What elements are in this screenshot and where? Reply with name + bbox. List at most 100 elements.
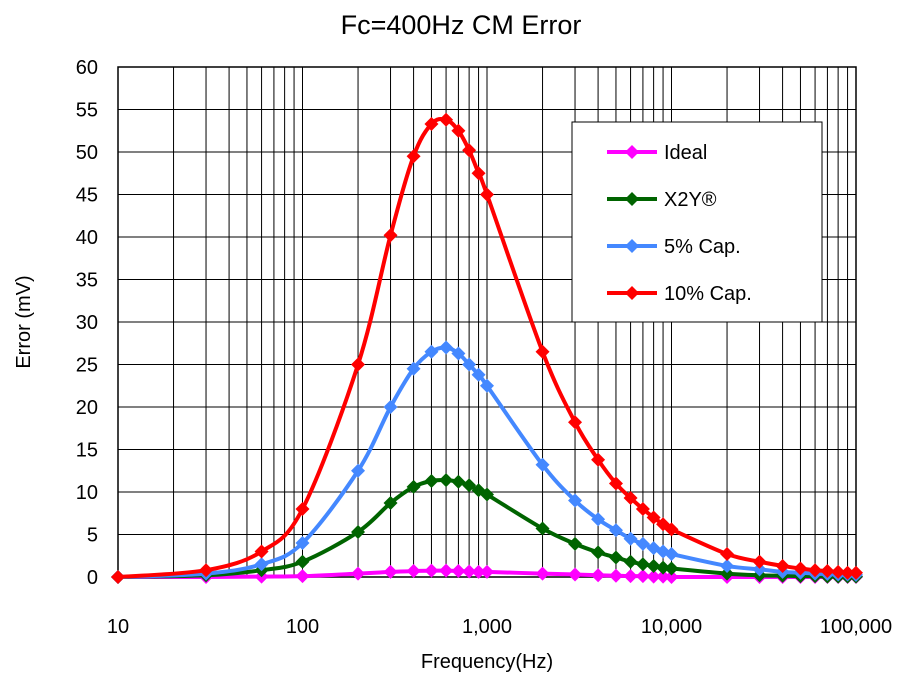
data-point [568,536,583,551]
data-point [608,550,623,565]
y-tick-label: 0 [87,567,98,589]
data-point [406,564,421,579]
data-point [406,149,421,164]
data-point [351,357,366,372]
x-tick-label: 1,000 [462,616,512,638]
legend-marker [625,286,639,300]
data-point [820,564,835,579]
data-point [664,547,679,562]
data-point [664,561,679,576]
y-tick-label: 10 [76,482,98,504]
data-point [656,560,671,575]
x-tick-label: 100,000 [820,616,892,638]
legend-marker [625,239,639,253]
data-point [591,512,606,527]
x-axis-ticks: 10 100 1,000 10,000 100,000 [107,616,892,638]
data-point [720,558,735,573]
legend-box [571,121,823,323]
data-point [793,561,808,576]
data-point [752,562,767,577]
legend-marker [625,192,639,206]
y-tick-label: 25 [76,355,98,377]
data-point [439,112,454,127]
y-tick-label: 20 [76,397,98,419]
data-point [480,378,494,393]
y-tick-label: 55 [76,100,98,122]
legend-label: X2Y® [664,189,717,211]
legend: Ideal X2Y® 5% Cap. 10% Cap. [571,121,823,323]
data-point [406,479,421,494]
data-point [383,564,398,579]
data-point [635,536,650,551]
data-point [591,545,606,560]
data-point [439,563,454,578]
data-point [295,569,310,584]
data-point [383,400,398,414]
data-point [635,557,650,572]
y-tick-label: 15 [76,440,98,462]
data-point [831,564,846,579]
data-point [462,564,477,579]
data-point [635,569,650,584]
data-point [646,558,661,573]
legend-label: 5% Cap. [664,236,741,258]
data-point [752,554,767,569]
data-point [608,568,623,583]
data-point [295,536,310,550]
data-point [720,547,735,562]
data-point [664,570,679,584]
data-point [535,566,550,581]
data-point [849,565,863,580]
data-point [480,187,494,202]
data-point [591,568,606,583]
data-point [451,346,466,361]
data-point [439,473,454,488]
data-point [351,566,366,581]
data-point [535,521,550,536]
data-point [840,565,855,580]
data-point [199,563,214,578]
data-point [775,558,790,573]
data-point [623,554,638,569]
data-point [351,524,366,539]
data-point [406,361,421,376]
data-point [646,569,661,584]
data-point [623,490,638,505]
data-point [608,523,623,538]
data-point [623,569,638,584]
data-point [720,566,735,581]
x-tick-label: 100 [286,616,319,638]
series-group [111,112,863,584]
data-point [635,502,650,516]
data-point [568,567,583,582]
data-point [568,493,583,508]
y-tick-label: 60 [76,57,98,79]
legend-label: Ideal [664,142,707,164]
data-point [451,123,466,138]
data-point [424,563,439,578]
data-point [656,569,671,584]
data-point [808,563,823,578]
data-point [471,367,486,382]
y-axis-label: Error (mV) [13,275,35,368]
data-point [535,457,550,472]
y-tick-label: 5 [87,525,98,547]
data-point [608,476,623,491]
x-tick-label: 10 [107,616,129,638]
data-point [383,496,398,511]
data-point [462,357,477,372]
data-point [568,415,583,430]
data-point [254,544,269,559]
series-3 [111,112,863,584]
data-point [471,564,486,579]
data-point [451,564,466,579]
y-tick-label: 30 [76,312,98,334]
data-point [451,474,466,489]
data-point [295,554,310,569]
data-point [295,502,310,516]
data-point [383,228,398,243]
data-point [424,344,439,359]
data-point [480,564,494,579]
